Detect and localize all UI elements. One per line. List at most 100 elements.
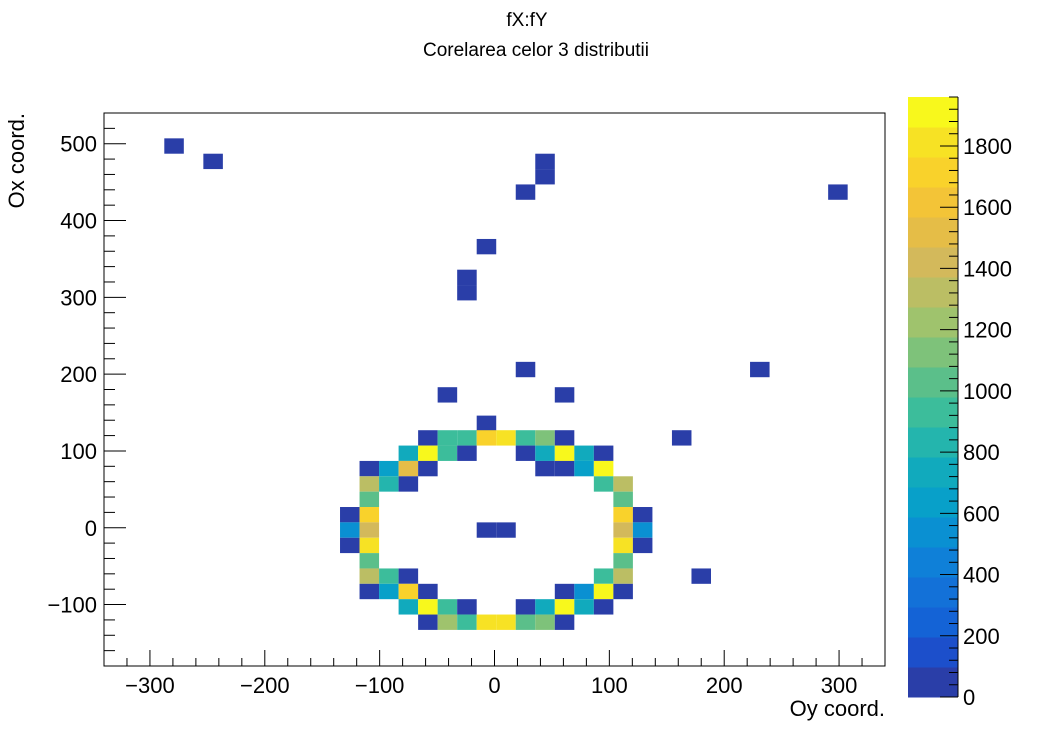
heatmap-bin (613, 476, 633, 492)
heatmap-bin (574, 460, 594, 477)
heatmap-bin (340, 537, 360, 554)
colorbar-segment (908, 667, 958, 698)
x-axis: −300 −200 −100 0 100 200 300 (103, 650, 886, 698)
heatmap-bin (593, 445, 614, 461)
heatmap-bin (418, 430, 438, 446)
colorbar-segment (908, 427, 958, 458)
heatmap-bin (340, 522, 360, 538)
heatmap-bin (359, 522, 380, 538)
heatmap-bin (554, 460, 575, 477)
heatmap-bin (515, 430, 536, 446)
colorbar-segment (908, 217, 958, 248)
heatmap-bin (554, 599, 575, 615)
plot-frame (103, 112, 886, 667)
heatmap-bin (535, 599, 555, 615)
heatmap-bin (574, 599, 594, 615)
heatmap-bin (476, 614, 497, 630)
heatmap-bin (593, 476, 614, 492)
colorbar-tick-label: 1400 (963, 256, 1012, 281)
heatmap-bin (671, 430, 692, 446)
heatmap-bin (437, 430, 458, 446)
heatmap-bin (476, 238, 497, 255)
colorbar-tick-label: 0 (963, 685, 975, 710)
heatmap-bin (515, 184, 536, 200)
heatmap-bin (340, 507, 360, 523)
heatmap-bin (554, 445, 575, 461)
heatmap-bin (496, 614, 516, 630)
heatmap-bin (574, 445, 594, 461)
heatmap-bin (613, 522, 633, 538)
heatmap-bin (164, 138, 184, 154)
heatmap-bin (593, 460, 614, 477)
heatmap-bin (613, 537, 633, 554)
colorbar-segment (908, 487, 958, 518)
heatmap-bin (515, 361, 536, 378)
heatmap-bin (203, 153, 223, 170)
colorbar-segment (908, 187, 958, 218)
heatmap-bin (437, 614, 458, 630)
y-tick-label: 500 (60, 132, 97, 157)
colorbar-tick-label: 1800 (963, 134, 1012, 159)
heatmap-bin (418, 445, 438, 461)
heatmap-bin (398, 460, 419, 477)
colorbar-segment (908, 247, 958, 278)
heatmap-bin (457, 430, 477, 446)
heatmap-bin (496, 522, 516, 538)
x-tick-label: 100 (591, 673, 628, 698)
heatmap-bin (418, 460, 438, 477)
heatmap-bin (457, 285, 477, 301)
heatmap-bin (515, 599, 536, 615)
colorbar-tick-label: 800 (963, 440, 1000, 465)
y-axis-label: Ox coord. (4, 113, 29, 208)
heatmap-bin (632, 507, 653, 523)
colorbar-segment (908, 397, 958, 428)
x-tick-label: 200 (706, 673, 743, 698)
x-tick-label: 300 (821, 673, 858, 698)
heatmap-bin (535, 445, 555, 461)
colorbar-segment (908, 577, 958, 608)
colorbar-segment (908, 127, 958, 158)
colorbar-tick-label: 1600 (963, 195, 1012, 220)
colorbar-tick-label: 1000 (963, 379, 1012, 404)
x-tick-label: 0 (488, 673, 500, 698)
x-tick-label: −200 (240, 673, 290, 698)
color-scale-bar: 0 200 400 600 800 1000 1200 1400 1600 1800 (908, 96, 1012, 710)
heatmap-bin (691, 568, 711, 584)
heatmap-bin (398, 476, 419, 492)
colorbar-tick-label: 200 (963, 624, 1000, 649)
heatmap-bin (418, 614, 438, 630)
heatmap-bin (535, 460, 555, 477)
x-axis-label: Oy coord. (790, 696, 885, 721)
y-tick-label: 300 (60, 285, 97, 310)
chart-subtitle: Corelarea celor 3 distributii (423, 40, 649, 61)
heatmap-bin (418, 583, 438, 600)
heatmap-bin (398, 445, 419, 461)
heatmap-bin (398, 568, 419, 584)
heatmap-bin (379, 568, 399, 584)
heatmap-bin (379, 460, 399, 477)
heatmap-bin (554, 614, 575, 630)
y-tick-label: −100 (47, 593, 97, 618)
heatmap-bin (359, 553, 380, 569)
chart-title: fX:fY (506, 10, 548, 31)
heatmap-bin (750, 361, 770, 378)
heatmap-bin (418, 599, 438, 615)
heatmap-bin (457, 269, 477, 286)
heatmap-bin (593, 599, 614, 615)
heatmap-bin (379, 583, 399, 600)
heatmap-bin (593, 583, 614, 600)
heatmap-bin (515, 445, 536, 461)
y-tick-label: 400 (60, 209, 97, 234)
colorbar-segment (908, 307, 958, 338)
colorbar-tick-label: 1200 (963, 318, 1012, 343)
heatmap-bin (457, 614, 477, 630)
colorbar-segment (908, 97, 958, 128)
heatmap-bin (437, 445, 458, 461)
heatmap-bin (535, 430, 555, 446)
heatmap-bin (515, 614, 536, 630)
colorbar-tick-label: 400 (963, 563, 1000, 588)
heatmap-bin (496, 430, 516, 446)
heatmap-bin (476, 430, 497, 446)
heatmap-bin (613, 568, 633, 584)
